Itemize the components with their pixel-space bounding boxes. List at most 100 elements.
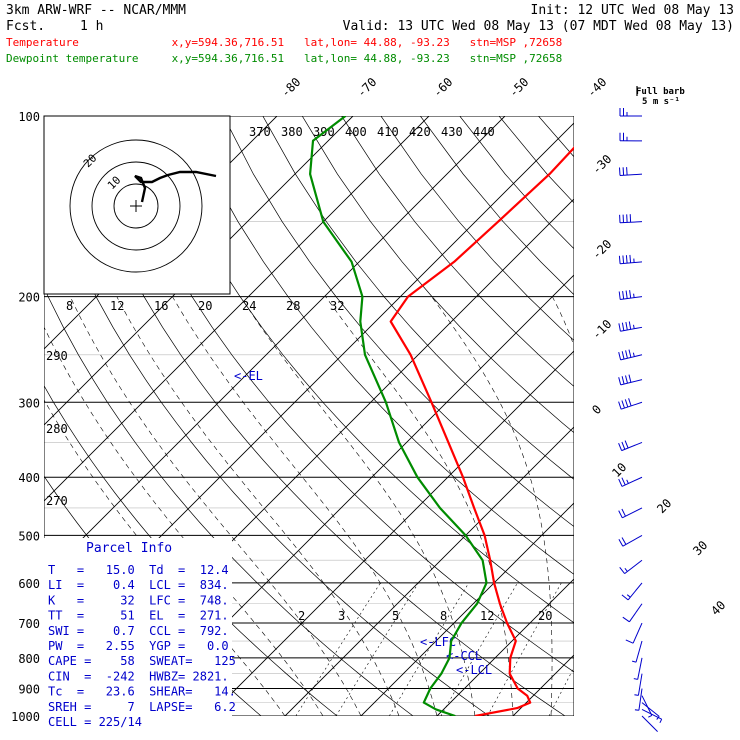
pressure-tick-label: 1000: [11, 710, 40, 724]
wind-barb: [619, 214, 643, 224]
parcel-info-row: T = 15.0 Td = 12.4: [48, 563, 229, 577]
dry-adiabat: [65, 116, 566, 716]
parcel-info-row: CIN = -242 HWBZ= 2821.: [48, 669, 229, 683]
temperature-tick-label: 20: [654, 496, 674, 516]
pressure-tick-label: 100: [18, 110, 40, 124]
pressure-tick-label: 900: [18, 683, 40, 697]
mixing-ratio-label: 5: [392, 609, 399, 623]
wind-barb: [634, 688, 643, 711]
pressure-tick-label: 500: [18, 529, 40, 543]
wind-barb: [641, 715, 658, 732]
theta-e-label: 370: [249, 125, 271, 139]
dry-adiabat: [223, 116, 574, 528]
parcel-info-row: CAPE = 58 SWEAT= 125: [48, 654, 236, 668]
pressure-tick-label: 800: [18, 652, 40, 666]
dry-adiabat-label: 280: [46, 422, 68, 436]
parcel-info-row: TT = 51 EL = 271.: [48, 609, 229, 623]
dry-adiabat: [301, 116, 574, 434]
temperature-tick-label: 0: [589, 402, 604, 417]
dry-adiabat: [578, 116, 740, 716]
hodograph-speed-label: 24: [242, 299, 256, 313]
temperature-tick-label: 40: [708, 598, 728, 618]
moist-adiabat: [552, 296, 574, 347]
parcel-info-background: [44, 538, 232, 728]
wind-barb: [619, 108, 642, 117]
temperature-tick-label: -50: [506, 75, 531, 100]
wind-barb: [618, 398, 643, 410]
wind-key-label: Full barb: [636, 87, 685, 97]
mixing-ratio-line: [335, 582, 419, 716]
temperature-tick-label: -80: [278, 75, 303, 100]
hodograph-speed-label: 28: [286, 299, 300, 313]
moist-adiabat: [240, 296, 476, 716]
dry-adiabat: [657, 116, 740, 716]
hodograph-ring-10: [113, 183, 159, 229]
dewpoint-legend: Dewpoint temperature x,y=594.36,716.51 l…: [6, 52, 562, 65]
isotherm-line: [589, 116, 740, 716]
parcel-info-row: K = 32 LFC = 748.: [48, 593, 229, 607]
wind-barb: [641, 702, 660, 720]
wind-barb: [619, 559, 643, 574]
moist-adiabat: [116, 296, 400, 716]
moist-adiabat: [431, 296, 553, 716]
wind-barb: [621, 582, 643, 601]
hodograph-ring-20: [91, 161, 181, 251]
hodograph: 10 20: [43, 115, 231, 295]
theta-e-label: 380: [281, 125, 303, 139]
theta-e-label: 430: [441, 125, 463, 139]
hodograph-speed-label: 8: [66, 299, 73, 313]
dry-adiabat: [420, 116, 574, 296]
parcel-info-box: Parcel Info T = 15.0 Td = 12.4LI = 0.4 L…: [44, 538, 236, 729]
isotherm-line: [436, 578, 574, 716]
wind-barb: [618, 374, 643, 386]
lcl-label: <-LCL: [456, 663, 492, 677]
hodograph-speed-label: 20: [198, 299, 212, 313]
wind-barb: [618, 290, 643, 300]
hodograph-frame: [43, 115, 231, 295]
dry-adiabat: [617, 116, 740, 716]
mixing-ratio-label: 8: [440, 609, 447, 623]
moist-adiabat: [325, 296, 514, 716]
wind-barb: [619, 167, 643, 176]
temperature-tick-label: -20: [589, 237, 614, 262]
dry-adiabat: [262, 116, 574, 480]
isotherm-line: [132, 274, 574, 716]
valid-time: Valid: 13 UTC Wed 08 May 13 (07 MDT Wed …: [343, 19, 734, 34]
isotherm-line: [44, 116, 354, 426]
parcel-info-row: CELL = 225/14: [48, 715, 142, 729]
mixing-ratio-line: [389, 582, 470, 716]
forecast-hour: 1 h: [80, 19, 103, 34]
lfc-label: <-LFC: [420, 635, 456, 649]
wind-barb: [622, 603, 643, 623]
pressure-tick-label: 400: [18, 471, 40, 485]
temperature-legend: Temperature x,y=594.36,716.51 lat,lon= 4…: [6, 36, 562, 49]
hodograph-trace: [134, 170, 217, 203]
moist-adiabat: [44, 326, 324, 716]
hodograph-ring-30: [69, 139, 203, 273]
mixing-ratio-line: [487, 582, 562, 716]
wind-barb: [625, 622, 643, 644]
init-time: Init: 12 UTC Wed 08 May 13: [531, 3, 735, 18]
parcel-info-row: Tc = 23.6 SHEAR= 14.: [48, 685, 236, 699]
dry-adiabat: [44, 286, 414, 716]
temperature-tick-label: -60: [430, 75, 455, 100]
pressure-tick-label: 600: [18, 577, 40, 591]
dry-adiabat: [498, 116, 574, 204]
hodograph-speed-label: 12: [110, 299, 124, 313]
wind-barb: [631, 640, 643, 663]
temperature-tick-label: -40: [584, 75, 609, 100]
wind-barb: [618, 321, 643, 332]
el-label: <-EL: [234, 369, 263, 383]
mixing-ratio-label: 12: [480, 609, 494, 623]
ccl-label: <-CCL: [446, 649, 482, 663]
forecast-label: Fcst.: [6, 19, 45, 34]
mixing-ratio-line: [295, 582, 381, 716]
parcel-info-title: Parcel Info: [86, 541, 172, 556]
temperature-tick-label: -30: [589, 152, 614, 177]
wind-barb: [618, 534, 643, 547]
parcel-info-row: PW = 2.55 YGP = 0.0: [48, 639, 229, 653]
theta-e-label: 440: [473, 125, 495, 139]
wind-barb: [619, 132, 643, 142]
mixing-ratio-line: [548, 666, 574, 716]
